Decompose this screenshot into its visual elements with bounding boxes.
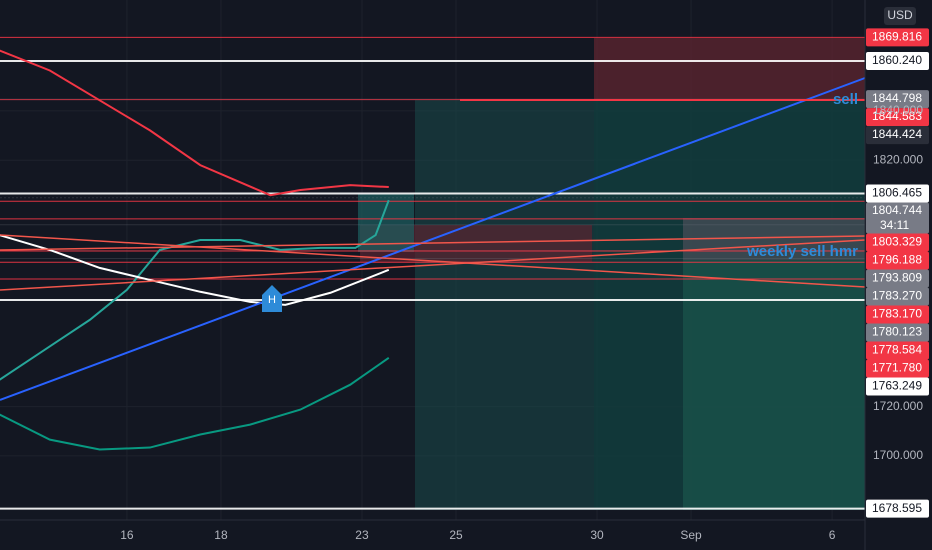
series-line [0,357,390,451]
price-label: 1783.170 [872,307,922,321]
price-label: 1678.595 [872,501,922,515]
price-label: 1793.809 [872,271,922,285]
currency-box [884,7,916,25]
price-label-box [866,52,929,71]
marker [262,285,282,312]
price-label: 1844.583 [872,109,922,123]
levels [0,36,865,510]
y-tick-label: 1720.000 [873,399,923,413]
price-label: 1763.249 [872,379,922,393]
x-tick-label: Sep [680,528,702,542]
price-label-box [866,233,929,252]
countdown: 34:11 [880,218,909,232]
annotation: sell [833,91,858,108]
price-label-box [866,341,929,360]
trendline [0,239,866,291]
price-label-box [866,108,929,127]
y-tick-label: 1820.000 [873,152,923,166]
price-label-box [866,323,929,342]
currency: USD [887,8,913,22]
series-line [0,199,390,381]
price-label-box [866,269,929,288]
x-tick-label: 16 [120,528,134,542]
price-label: 1860.240 [872,53,922,67]
target-zone [683,260,865,510]
annotation: weekly sell hmr [746,243,858,260]
price-label: 1844.798 [872,91,922,105]
price-label-box [866,90,929,109]
price-label-box [866,377,929,396]
price-label: 1771.780 [872,361,922,375]
price-label: 1803.329 [872,235,922,249]
y-tick-label: 1840.000 [873,103,923,117]
price-label: 1804.744 [872,203,922,217]
price-label-box [866,499,929,518]
price-label: 1869.816 [872,30,922,44]
series [0,49,390,451]
price-label-box [866,202,929,234]
price-label: 1844.424 [872,127,922,141]
trendline [0,77,866,401]
price-label: 1806.465 [872,186,922,200]
x-tick-label: 18 [214,528,228,542]
price-label: 1778.584 [872,343,922,357]
price-label-box [866,28,929,47]
price-label-box [866,305,929,324]
price-label: 1780.123 [872,325,922,339]
x-tick-label: 30 [590,528,604,542]
price-label: 1796.188 [872,253,922,267]
stop-zone [594,38,865,100]
target-zone [358,194,414,252]
price-label: 1783.270 [872,289,922,303]
price-label-box [866,126,929,145]
price-label-box [866,359,929,378]
y-tick-label: 1700.000 [873,448,923,462]
series-line [0,234,390,306]
price-label-box [866,184,929,203]
price-labels: 1869.816 1860.240 1844.798 1844.583 1844.424… [866,28,929,518]
x-tick-label: 6 [829,528,836,542]
x-tick-label: 23 [355,528,369,542]
series-line [0,49,389,197]
price-label-box [866,287,929,306]
trendline [0,235,866,251]
x-tick-label: 25 [449,528,463,542]
annotation: H [268,294,276,306]
trendline [0,234,866,288]
price-label-box [866,251,929,270]
